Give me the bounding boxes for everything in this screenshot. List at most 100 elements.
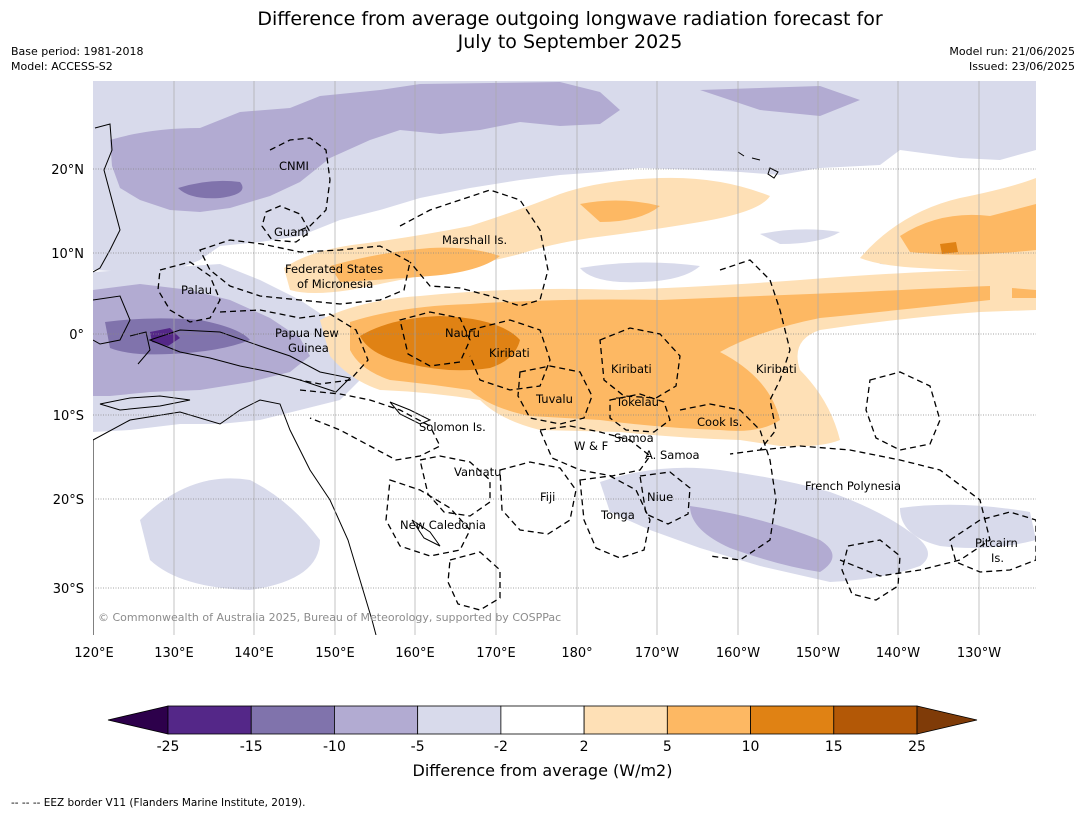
lon-label: 120°E — [74, 646, 114, 661]
lon-label: 160°E — [395, 646, 435, 661]
colorbar-swatch — [583, 705, 668, 735]
eez-borders — [157, 137, 1036, 611]
field-pos-eq-3 — [360, 316, 520, 371]
label-kiribati-w: Kiribati — [489, 346, 530, 360]
eez-cook — [679, 403, 777, 561]
meta-left: Base period: 1981-2018 Model: ACCESS-S2 — [11, 44, 143, 74]
lon-label: 170°W — [635, 646, 679, 661]
colorbar-tick-label: 10 — [742, 739, 760, 755]
eez-fp — [759, 445, 991, 577]
field-neg-south-2 — [900, 504, 1036, 548]
label-newcal: New Caledonia — [400, 518, 486, 532]
label-fp: French Polynesia — [805, 479, 901, 493]
label-nauru: Nauru — [445, 326, 480, 340]
lat-label: 10°S — [53, 409, 84, 424]
eez-marshall — [399, 189, 549, 307]
colorbar-swatch — [250, 705, 335, 735]
label-fsm-2: of Micronesia — [297, 277, 373, 291]
colorbar-tick-label: -15 — [240, 739, 263, 755]
land-hawaii — [737, 151, 779, 179]
meta-right: Model run: 21/06/2025 Issued: 23/06/2025 — [949, 44, 1075, 74]
label-niue: Niue — [647, 490, 673, 504]
field-neg-south-3 — [690, 506, 833, 572]
land-australia — [93, 399, 377, 635]
label-tonga: Tonga — [600, 508, 635, 522]
label-kiribati-c: Kiribati — [611, 362, 652, 376]
label-pitcairn-2: Is. — [991, 551, 1004, 565]
land-timor — [99, 395, 191, 411]
title-line-2: July to September 2025 — [457, 31, 683, 53]
eez-palau — [157, 261, 221, 323]
land-philippines — [93, 123, 121, 273]
eez-guam — [261, 205, 311, 243]
lon-label: 130°W — [957, 646, 1001, 661]
field-neg-north-b — [760, 229, 840, 244]
field-pos-eq-2 — [350, 286, 990, 431]
label-vanuatu: Vanuatu — [454, 465, 501, 479]
graticule-lat — [93, 168, 1036, 589]
field-pos-north-3 — [580, 200, 660, 222]
eez-newcal — [385, 479, 471, 557]
eez-tonga — [579, 475, 651, 559]
lon-label: 140°E — [234, 646, 274, 661]
colorbar: -25 -15 -10 -5 -2 2 5 10 15 25 — [107, 705, 978, 755]
eez-fsm — [199, 239, 411, 305]
colorbar-swatch — [833, 705, 918, 735]
base-period: Base period: 1981-2018 — [11, 45, 144, 58]
field-neg-north-4 — [178, 180, 243, 199]
lat-label: 0° — [69, 328, 84, 343]
eez-tuvalu — [517, 365, 593, 425]
eez-cnmi — [269, 137, 331, 233]
label-png-1: Papua New — [275, 326, 339, 340]
land-solomon — [389, 401, 432, 425]
colorbar-tick-label: -5 — [411, 739, 425, 755]
model-name: Model: ACCESS-S2 — [11, 60, 113, 73]
field-neg-north-2 — [110, 82, 620, 212]
field-pos-north-4 — [900, 204, 1036, 255]
label-wf: W & F — [574, 439, 608, 453]
eez-kiribati-c — [599, 327, 681, 399]
label-cnmi: CNMI — [279, 159, 309, 173]
copyright: © Commonwealth of Australia 2025, Bureau… — [98, 611, 561, 624]
graticule — [173, 81, 980, 635]
label-tokelau: Tokelau — [615, 395, 659, 409]
colorbar-tick-label: -25 — [157, 739, 180, 755]
colorbar-tick-label: 25 — [908, 739, 926, 755]
eez-nauru — [399, 311, 471, 367]
chart-title: Difference from average outgoing longwav… — [0, 8, 1085, 54]
colorbar-swatch — [750, 705, 835, 735]
eez-solomon — [299, 389, 441, 461]
colorbar-tick-label: 5 — [663, 739, 672, 755]
eez-niue — [639, 471, 691, 525]
label-guam: Guam — [274, 225, 308, 239]
model-run: Model run: 21/06/2025 — [949, 45, 1075, 58]
lon-label: 150°W — [796, 646, 840, 661]
colorbar-title: Difference from average (W/m2) — [412, 761, 673, 780]
field-pos-eq-4 — [1012, 288, 1036, 298]
colorbar-extend-low — [107, 705, 169, 735]
colorbar-tick-label: -10 — [323, 739, 346, 755]
lon-label: 140°W — [876, 646, 920, 661]
colorbar-swatch — [417, 705, 502, 735]
lat-tick-labels: 20°N 10°N 0° 10°S 20°S 30°S — [51, 163, 84, 597]
field-neg-north-3 — [700, 86, 860, 116]
field-neg-south-4 — [140, 478, 320, 590]
label-samoa: Samoa — [614, 431, 654, 445]
lat-label: 20°S — [53, 493, 84, 508]
field-pos-north-5 — [940, 242, 958, 254]
anomaly-field: CNMI Guam Marshall Is. Federated States … — [93, 81, 1036, 635]
field-neg-north-d — [580, 262, 700, 283]
title-line-1: Difference from average outgoing longwav… — [257, 8, 883, 30]
colorbar-swatch — [334, 705, 419, 735]
region-labels: CNMI Guam Marshall Is. Federated States … — [181, 159, 1018, 565]
eez-norfolk — [841, 539, 901, 601]
label-fsm-1: Federated States — [285, 262, 383, 276]
issued-date: Issued: 23/06/2025 — [968, 60, 1075, 73]
label-asamoa: A. Samoa — [645, 448, 700, 462]
lon-label: 160°W — [716, 646, 760, 661]
label-png-2: Guinea — [288, 341, 329, 355]
lat-label: 20°N — [51, 163, 84, 178]
lat-label: 10°N — [51, 247, 84, 262]
eez-fiji — [499, 461, 577, 535]
